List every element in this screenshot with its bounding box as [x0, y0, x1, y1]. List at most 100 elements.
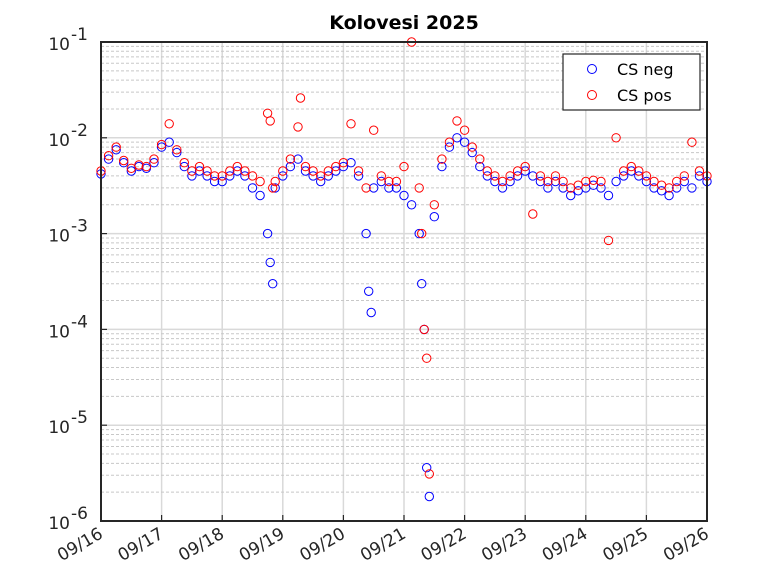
- data-points: [96, 37, 712, 502]
- x-tick-label: 09/25: [599, 524, 651, 566]
- data-point: [255, 190, 265, 201]
- data-point: [295, 93, 306, 103]
- data-point: [550, 171, 561, 181]
- data-point: [156, 142, 167, 152]
- data-point: [399, 161, 409, 172]
- data-point: [406, 200, 417, 210]
- data-point: [641, 171, 652, 181]
- data-point: [694, 166, 705, 176]
- data-point: [202, 171, 212, 181]
- data-point: [505, 171, 515, 181]
- data-point: [353, 166, 364, 176]
- data-point: [316, 176, 326, 187]
- data-point: [634, 166, 644, 176]
- data-point: [424, 469, 434, 479]
- y-tick-label: 10 -2: [48, 121, 88, 151]
- data-point: [194, 161, 205, 172]
- data-point: [626, 161, 636, 172]
- y-tick-base: 10: [48, 227, 70, 247]
- data-point: [376, 171, 386, 181]
- data-point: [346, 119, 356, 129]
- data-point: [149, 158, 159, 168]
- data-point: [119, 155, 129, 166]
- data-point: [429, 212, 439, 222]
- data-point: [452, 133, 462, 143]
- data-point: [694, 171, 705, 181]
- data-point: [384, 183, 394, 193]
- data-point: [543, 176, 553, 187]
- data-point: [187, 166, 197, 176]
- data-point: [384, 176, 394, 187]
- data-point: [467, 147, 477, 158]
- data-point: [316, 171, 326, 181]
- data-point: [505, 176, 515, 187]
- y-tick-exponent: -2: [71, 121, 88, 141]
- data-point: [566, 190, 576, 201]
- legend: CS neg CS pos: [562, 53, 701, 111]
- data-point: [520, 161, 530, 172]
- data-point: [369, 125, 379, 135]
- y-tick-label: 10 -4: [48, 312, 88, 342]
- data-point: [475, 161, 485, 172]
- data-point: [687, 137, 697, 147]
- data-point: [111, 145, 121, 155]
- data-point: [679, 171, 689, 181]
- data-point: [444, 142, 455, 152]
- data-point: [528, 209, 538, 219]
- data-point: [126, 163, 137, 174]
- x-axis: 09/16 09/17 09/18 09/19 09/20 09/21 09/22 09/23…: [54, 515, 713, 566]
- data-point: [419, 324, 429, 335]
- data-point: [573, 180, 583, 190]
- x-tick-label: 09/24: [539, 524, 591, 566]
- data-point: [391, 176, 402, 187]
- data-point: [664, 190, 674, 201]
- data-point: [414, 183, 424, 193]
- data-point: [278, 166, 288, 176]
- data-point: [194, 166, 205, 176]
- data-point: [429, 200, 439, 210]
- data-point: [649, 176, 659, 187]
- y-tick-label: 10 -1: [48, 25, 88, 55]
- data-point: [323, 166, 333, 176]
- x-tick-label: 09/18: [175, 524, 227, 566]
- data-point: [490, 171, 500, 181]
- data-point: [444, 137, 455, 147]
- y-tick-base: 10: [48, 35, 70, 55]
- data-point: [611, 133, 621, 143]
- data-point: [417, 279, 427, 289]
- y-tick-label: 10 -6: [48, 504, 88, 534]
- data-point: [268, 279, 278, 289]
- data-point: [535, 176, 546, 187]
- data-point: [664, 183, 674, 193]
- data-point: [300, 166, 311, 176]
- data-point: [217, 176, 227, 187]
- data-point: [141, 161, 152, 172]
- data-point: [369, 183, 379, 193]
- data-point: [467, 142, 477, 152]
- x-tick-label: 09/22: [418, 524, 470, 566]
- data-point: [346, 158, 356, 168]
- data-point: [240, 171, 250, 181]
- data-point: [603, 235, 614, 246]
- data-point: [103, 154, 114, 164]
- data-point: [399, 190, 409, 201]
- data-point: [687, 183, 697, 193]
- data-point: [149, 154, 159, 164]
- data-point: [558, 176, 568, 187]
- data-point: [558, 183, 568, 193]
- data-point: [543, 183, 553, 193]
- y-tick-exponent: -1: [71, 25, 88, 45]
- data-point: [240, 166, 250, 176]
- data-point: [338, 161, 349, 172]
- data-point: [338, 158, 349, 168]
- data-point: [361, 228, 371, 239]
- data-point: [634, 171, 644, 181]
- data-point: [172, 147, 182, 158]
- data-point: [422, 463, 432, 473]
- data-point: [270, 176, 280, 187]
- x-tick-label: 09/21: [357, 524, 409, 566]
- data-point: [103, 151, 114, 161]
- data-point: [134, 160, 144, 170]
- data-point: [437, 154, 447, 164]
